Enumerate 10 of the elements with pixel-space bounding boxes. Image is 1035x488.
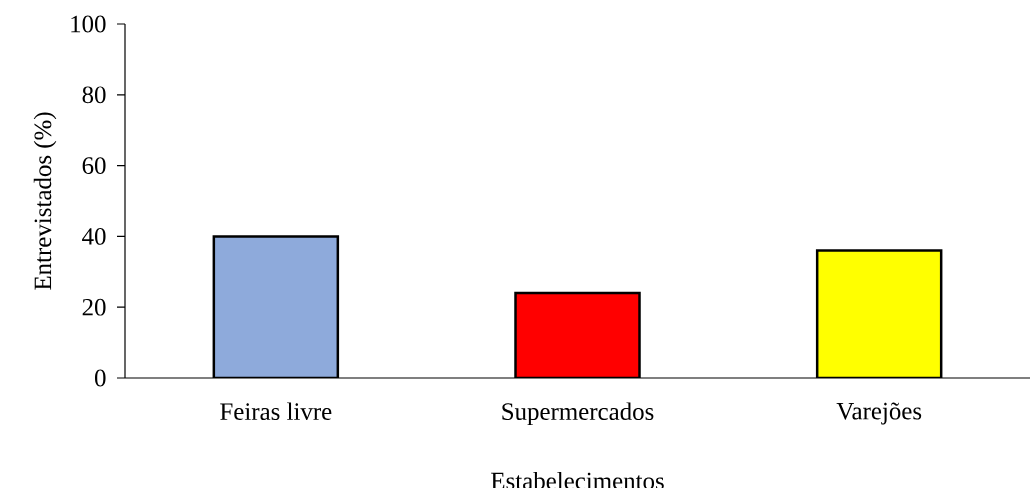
y-tick-label: 40 [82, 228, 106, 245]
x-tick-label: Varejões [836, 402, 922, 425]
y-tick-label: 20 [82, 298, 106, 316]
y-tick-label: 100 [71, 15, 106, 33]
y-tick-label: 0 [95, 369, 106, 387]
y-tick-label: 60 [82, 157, 106, 175]
x-tick-label: Feiras livre [220, 402, 332, 421]
y-axis-title: Entrevistados (%) [33, 112, 57, 290]
y-tick-label: 80 [82, 86, 106, 104]
x-tick-label: Supermercados [502, 402, 654, 426]
